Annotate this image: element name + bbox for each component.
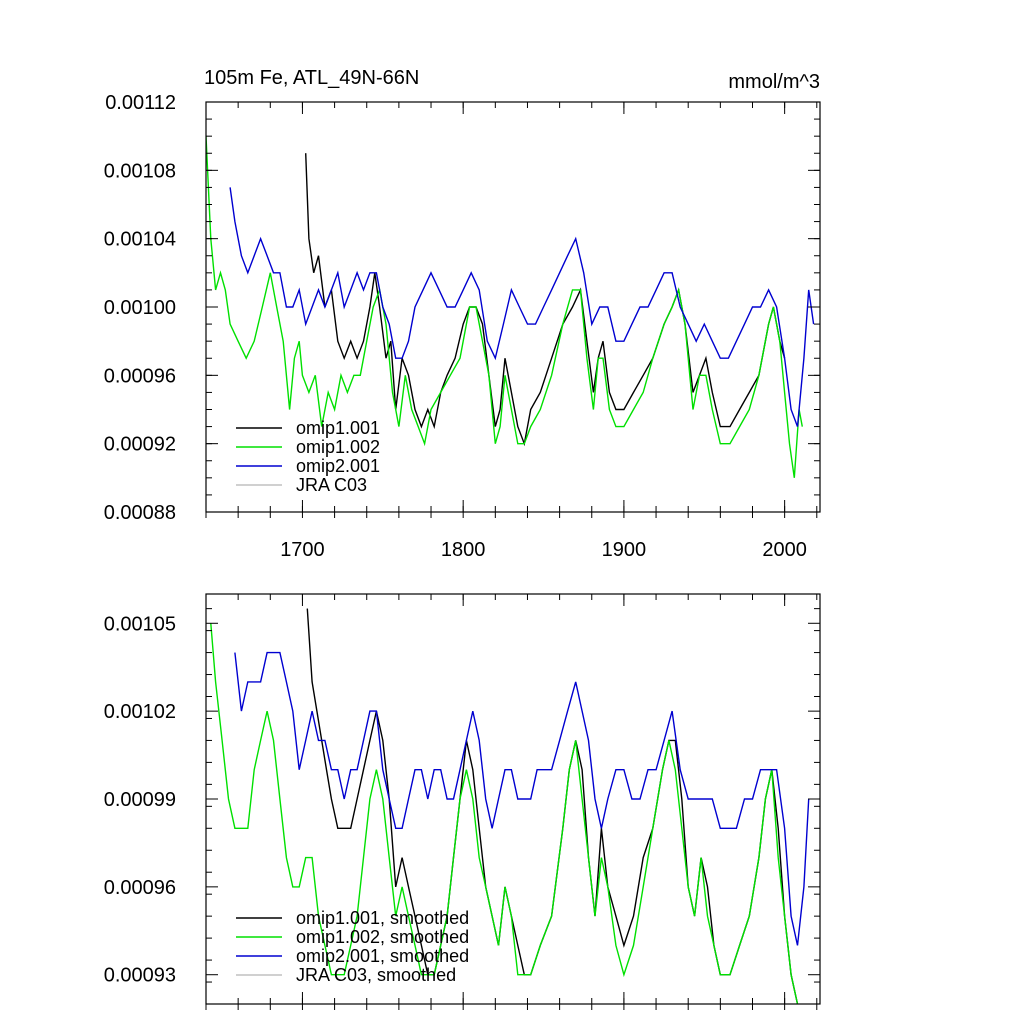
y-tick-label: 0.00088 (104, 502, 176, 524)
legend-label: omip1.002 (296, 437, 380, 457)
legend-label: omip2.001, smoothed (296, 946, 469, 966)
legend-label: omip2.001 (296, 456, 380, 476)
x-tick-label: 2000 (762, 539, 807, 561)
legend-label: JRA C03, smoothed (296, 965, 456, 985)
chart-title: 105m Fe, ATL_49N-66N (204, 67, 419, 89)
series-line-1-1 (305, 153, 786, 447)
x-tick-label: 1700 (280, 539, 325, 561)
y-tick-label: 0.00099 (104, 789, 176, 811)
y-tick-label: 0.00096 (104, 877, 176, 899)
y-tick-label: 0.00093 (104, 965, 176, 987)
legend-label: omip1.001 (296, 418, 380, 438)
y-tick-label: 0.00096 (104, 365, 176, 387)
y-tick-label: 0.00104 (104, 229, 176, 251)
legend-label: JRA C03 (296, 475, 367, 495)
y-tick-label: 0.00105 (104, 613, 176, 635)
series-line-2-3 (234, 651, 810, 946)
x-tick-label: 1900 (602, 539, 647, 561)
series-line-1-3 (229, 187, 815, 427)
legend-label: omip1.001, smoothed (296, 908, 469, 928)
units-label: mmol/m^3 (728, 71, 820, 93)
y-tick-label: 0.00112 (105, 92, 176, 114)
legend-label: omip1.002, smoothed (296, 927, 469, 947)
y-tick-label: 0.00108 (104, 160, 176, 182)
series-line-2-2 (210, 623, 799, 1004)
y-tick-label: 0.00102 (104, 701, 176, 723)
y-tick-label: 0.00092 (104, 434, 176, 456)
y-tick-label: 0.00100 (104, 297, 176, 319)
x-tick-label: 1800 (441, 539, 486, 561)
series-line-1-2 (206, 136, 803, 478)
